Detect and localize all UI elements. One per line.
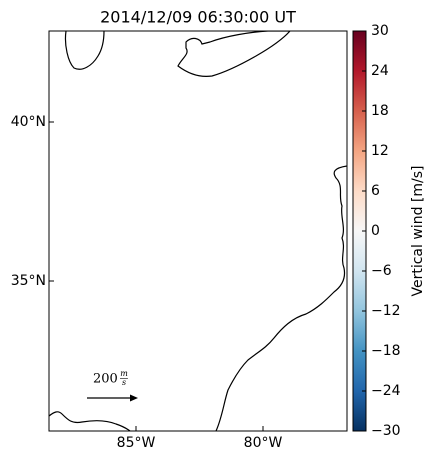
colorbar-tick-label: −24 [371, 383, 401, 399]
title: 2014/12/09 06:30:00 UT [100, 8, 296, 27]
lat-label: 40°N [11, 114, 46, 130]
lat-label: 35°N [11, 273, 46, 289]
colorbar-tick-label: −6 [371, 263, 392, 279]
colorbar-tick-label: −30 [371, 423, 401, 439]
colorbar-tick-label: −12 [371, 303, 401, 319]
quiver-value: 200 [93, 372, 118, 387]
lon-label: 80°W [244, 435, 283, 451]
map-frame [48, 30, 348, 432]
quiver-unit-numerator: m [120, 369, 128, 378]
coastlines [49, 31, 347, 431]
quiver-unit-denominator: s [122, 378, 126, 387]
colorbar-tick-label: 12 [371, 143, 389, 159]
colorbar-tick-label: 30 [371, 23, 389, 39]
lon-label: 85°W [117, 435, 156, 451]
colorbar-tick-label: 24 [371, 63, 389, 79]
colorbar-tick-label: 0 [371, 223, 380, 239]
quiver-key: 200 ms [87, 369, 138, 402]
colorbar-tick-label: 18 [371, 103, 389, 119]
quiver-arrowhead [130, 394, 138, 402]
colorbar-tick-label: −18 [371, 343, 401, 359]
colorbar-label: Vertical wind [m/s] [410, 166, 426, 297]
colorbar-tick-label: 6 [371, 183, 380, 199]
